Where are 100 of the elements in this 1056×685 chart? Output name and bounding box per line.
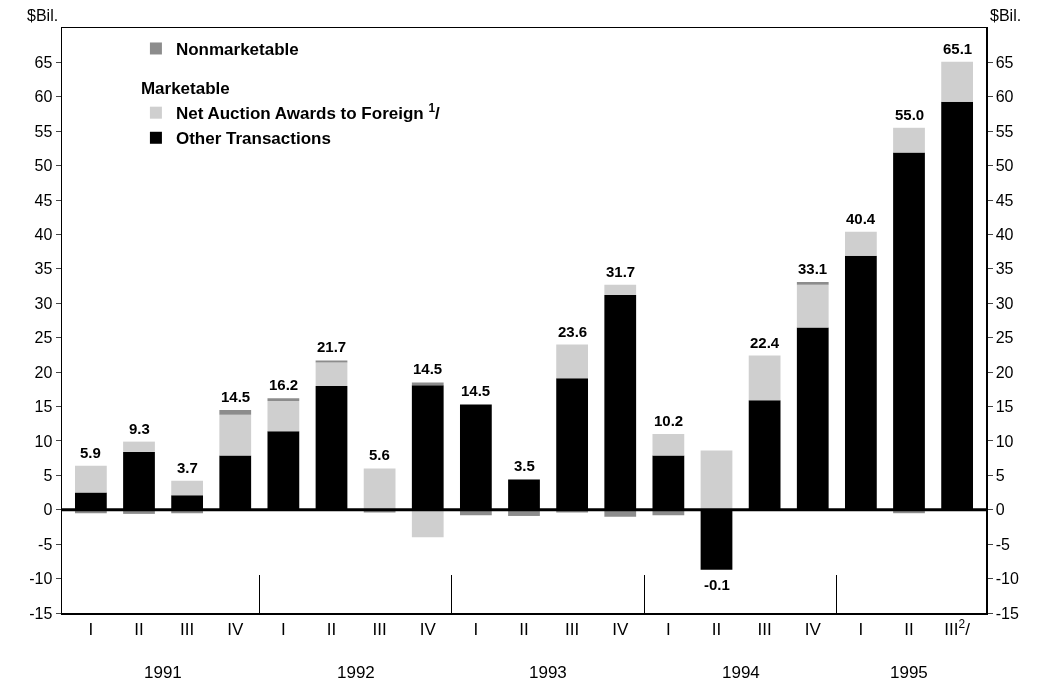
total-label: 21.7: [317, 338, 347, 355]
y-tick-label: -5: [38, 535, 53, 553]
total-label: 16.2: [269, 376, 299, 393]
x-tick-label: III: [180, 619, 195, 639]
text: 1993: [529, 663, 567, 682]
x-tick-label: II: [519, 619, 529, 639]
y2-tick-label: 45: [995, 191, 1014, 209]
total-label: 14.5: [221, 388, 251, 405]
bar: [796, 284, 829, 328]
y2-tick-label: 35: [995, 260, 1014, 278]
total-label: 55.0: [895, 106, 925, 123]
total-label: 10.2: [654, 412, 684, 429]
y-tick-label: -15: [29, 604, 53, 622]
legend-label: Other Transactions: [175, 129, 331, 149]
x-tick-label: II: [711, 619, 722, 639]
total-label: 9.3: [129, 420, 150, 437]
y2-tick-label: -5: [995, 535, 1011, 553]
y2-tick-label: 20: [995, 363, 1014, 381]
text: 1994: [722, 663, 760, 682]
x-tick-label: IV: [419, 619, 437, 639]
total-label: 3.7: [177, 459, 198, 476]
y2-tick-label: 50: [995, 157, 1014, 175]
bar: [796, 281, 829, 285]
total-label: 5.6: [369, 446, 390, 463]
y-tick-label: 15: [34, 398, 53, 416]
y2-tick-label: -10: [995, 570, 1019, 588]
total-label: 31.7: [606, 263, 636, 280]
y2-tick-label: 0: [995, 501, 1005, 519]
legend-label: Net Auction Awards to Foreign $^{1}$/: [175, 101, 441, 124]
x-tick-label: III$^{2}$/: [944, 616, 971, 639]
y-tick-label: -10: [29, 570, 53, 588]
total-label: 22.4: [750, 334, 780, 351]
y-tick-label: 65: [34, 54, 53, 72]
text: 1991: [144, 663, 182, 682]
bar: [315, 360, 348, 363]
x-tick-label: I: [666, 619, 671, 639]
y-tick-label: 35: [34, 260, 53, 278]
total-label: 14.5: [413, 360, 443, 377]
y-axis-title: $Bil.: [27, 7, 59, 24]
bar: [700, 450, 733, 510]
y2-tick-label: 10: [995, 432, 1014, 450]
x-tick-label: III: [372, 619, 387, 639]
y-tick-label: 0: [43, 501, 53, 519]
bar: [74, 465, 107, 493]
bar: [411, 382, 444, 386]
bar: [604, 284, 637, 296]
total-label: 3.5: [514, 457, 535, 474]
total-label: 65.1: [943, 40, 973, 57]
legend-title: Marketable: [140, 79, 230, 99]
bar: [941, 61, 974, 102]
x-tick-label: I: [88, 619, 94, 639]
x-tick-label: III: [757, 619, 772, 639]
bar: [556, 344, 589, 379]
y2-tick-label: 25: [995, 329, 1014, 347]
y-tick-label: 45: [34, 191, 53, 209]
total-label: 40.4: [846, 210, 876, 227]
x-tick-label: II: [904, 619, 914, 639]
y2-tick-label: 15: [995, 398, 1014, 416]
bar: [411, 509, 444, 538]
bar: [652, 434, 685, 456]
bar: [844, 231, 877, 256]
text: 1992: [337, 663, 375, 682]
y2-tick-label: 40: [995, 226, 1014, 244]
total-label: 5.9: [80, 444, 101, 461]
y-tick-label: 55: [34, 122, 53, 140]
x-tick-label: III: [565, 619, 580, 639]
legend-label: Nonmarketable: [175, 40, 299, 60]
bar: [363, 468, 396, 510]
bar: [171, 480, 204, 496]
y-tick-label: 25: [34, 329, 53, 347]
bar: [267, 398, 300, 402]
bar: [219, 414, 252, 456]
x-tick-label: I: [281, 619, 286, 639]
y-tick-label: 60: [34, 88, 53, 106]
y2-axis-title: $Bil.: [990, 7, 1022, 24]
bar: [219, 409, 252, 415]
total-label: 23.6: [558, 323, 588, 340]
bar: [748, 355, 781, 401]
bar: [893, 127, 925, 153]
x-tick-label: II: [134, 619, 144, 639]
y-tick-label: 20: [34, 363, 53, 381]
y2-tick-label: 30: [995, 294, 1014, 312]
y2-tick-label: 5: [995, 466, 1005, 484]
x-tick-label: II: [326, 619, 337, 639]
text: 1995: [890, 663, 928, 682]
y-tick-label: 50: [34, 157, 53, 175]
total-label: -0.1: [704, 576, 730, 593]
total-label: 33.1: [798, 260, 828, 277]
bar: [123, 441, 155, 452]
y2-tick-label: 55: [995, 122, 1014, 140]
x-tick-label: IV: [804, 619, 822, 639]
bar: [267, 401, 300, 432]
y2-tick-label: -15: [995, 604, 1019, 622]
x-tick-label: IV: [612, 619, 629, 639]
y2-tick-label: 60: [995, 88, 1014, 106]
y-tick-label: 10: [34, 432, 53, 450]
y-tick-label: 40: [34, 226, 53, 244]
y-tick-label: 30: [34, 294, 53, 312]
bar: [315, 362, 348, 386]
x-tick-label: I: [473, 619, 479, 639]
